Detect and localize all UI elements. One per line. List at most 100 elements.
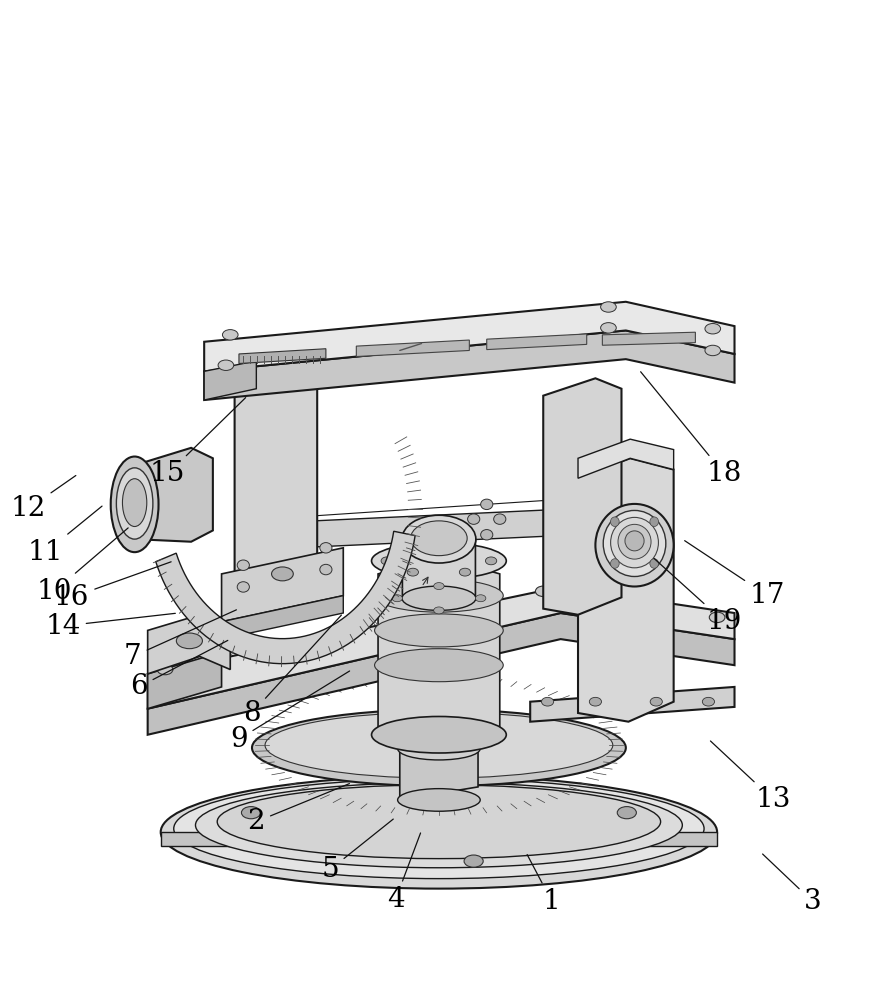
Text: 10: 10 — [37, 528, 128, 605]
Text: 14: 14 — [46, 613, 175, 640]
Text: 4: 4 — [387, 833, 421, 913]
Ellipse shape — [382, 557, 392, 565]
Polygon shape — [161, 832, 717, 846]
Ellipse shape — [397, 789, 480, 811]
Ellipse shape — [111, 457, 158, 552]
Text: 9: 9 — [230, 671, 350, 753]
Text: 1: 1 — [527, 855, 561, 915]
Ellipse shape — [237, 582, 249, 592]
Ellipse shape — [407, 568, 418, 576]
Ellipse shape — [486, 557, 497, 565]
Text: 8: 8 — [243, 615, 341, 727]
Ellipse shape — [372, 716, 507, 753]
Polygon shape — [135, 448, 213, 542]
Text: 15: 15 — [150, 398, 246, 487]
Ellipse shape — [617, 807, 636, 819]
Ellipse shape — [174, 779, 704, 879]
Polygon shape — [400, 739, 478, 800]
Ellipse shape — [123, 479, 147, 527]
Polygon shape — [156, 531, 415, 664]
Ellipse shape — [705, 345, 721, 356]
Polygon shape — [487, 334, 587, 350]
Text: 18: 18 — [640, 372, 742, 487]
Ellipse shape — [222, 330, 238, 340]
Ellipse shape — [600, 323, 616, 333]
Polygon shape — [578, 439, 674, 478]
Ellipse shape — [161, 776, 717, 889]
Ellipse shape — [710, 612, 725, 623]
Ellipse shape — [600, 302, 616, 312]
Ellipse shape — [618, 524, 651, 559]
Ellipse shape — [611, 517, 658, 568]
Polygon shape — [602, 332, 696, 345]
Ellipse shape — [410, 521, 467, 556]
Polygon shape — [530, 687, 734, 722]
Polygon shape — [234, 371, 318, 600]
Ellipse shape — [493, 514, 506, 524]
Ellipse shape — [402, 515, 476, 563]
Polygon shape — [378, 557, 500, 752]
Ellipse shape — [319, 564, 332, 575]
Ellipse shape — [480, 499, 493, 510]
Polygon shape — [543, 378, 621, 615]
Ellipse shape — [536, 586, 551, 597]
Ellipse shape — [374, 579, 503, 612]
Ellipse shape — [402, 586, 476, 610]
Ellipse shape — [464, 855, 483, 867]
Polygon shape — [239, 349, 326, 364]
Ellipse shape — [407, 546, 418, 553]
Ellipse shape — [374, 649, 503, 682]
Text: 13: 13 — [710, 741, 791, 813]
Polygon shape — [148, 613, 734, 735]
Polygon shape — [296, 509, 578, 548]
Polygon shape — [148, 587, 734, 709]
Ellipse shape — [467, 514, 480, 524]
Ellipse shape — [603, 510, 666, 577]
Ellipse shape — [625, 531, 644, 551]
Ellipse shape — [242, 807, 261, 819]
Ellipse shape — [459, 546, 471, 553]
Ellipse shape — [319, 543, 332, 553]
Ellipse shape — [611, 517, 620, 526]
Ellipse shape — [459, 568, 471, 576]
Ellipse shape — [252, 710, 626, 786]
Ellipse shape — [475, 595, 486, 602]
Ellipse shape — [177, 633, 202, 649]
Ellipse shape — [480, 530, 493, 540]
Ellipse shape — [237, 560, 249, 570]
Text: 3: 3 — [763, 854, 822, 915]
Polygon shape — [578, 458, 674, 722]
Ellipse shape — [590, 697, 601, 706]
Ellipse shape — [650, 697, 662, 706]
Text: 17: 17 — [684, 541, 785, 609]
Polygon shape — [204, 361, 256, 400]
Ellipse shape — [542, 697, 554, 706]
Polygon shape — [402, 529, 475, 610]
Text: 5: 5 — [321, 819, 393, 883]
Ellipse shape — [158, 664, 173, 675]
Polygon shape — [221, 596, 343, 639]
Polygon shape — [204, 330, 734, 400]
Ellipse shape — [218, 360, 234, 370]
Ellipse shape — [195, 783, 682, 868]
Polygon shape — [204, 302, 734, 371]
Ellipse shape — [217, 785, 661, 859]
Ellipse shape — [434, 583, 444, 590]
Ellipse shape — [265, 712, 612, 778]
Text: 2: 2 — [248, 784, 349, 835]
Ellipse shape — [703, 697, 715, 706]
Text: 19: 19 — [654, 558, 742, 635]
Text: 7: 7 — [124, 610, 236, 670]
Ellipse shape — [116, 468, 153, 539]
Ellipse shape — [705, 324, 721, 334]
Polygon shape — [221, 548, 343, 622]
Ellipse shape — [611, 559, 620, 568]
Text: 16: 16 — [54, 562, 172, 611]
Ellipse shape — [650, 517, 659, 526]
Ellipse shape — [271, 567, 293, 581]
Ellipse shape — [434, 607, 444, 614]
Ellipse shape — [374, 614, 503, 647]
Ellipse shape — [392, 595, 402, 602]
Polygon shape — [356, 340, 469, 357]
Text: 12: 12 — [10, 476, 76, 522]
